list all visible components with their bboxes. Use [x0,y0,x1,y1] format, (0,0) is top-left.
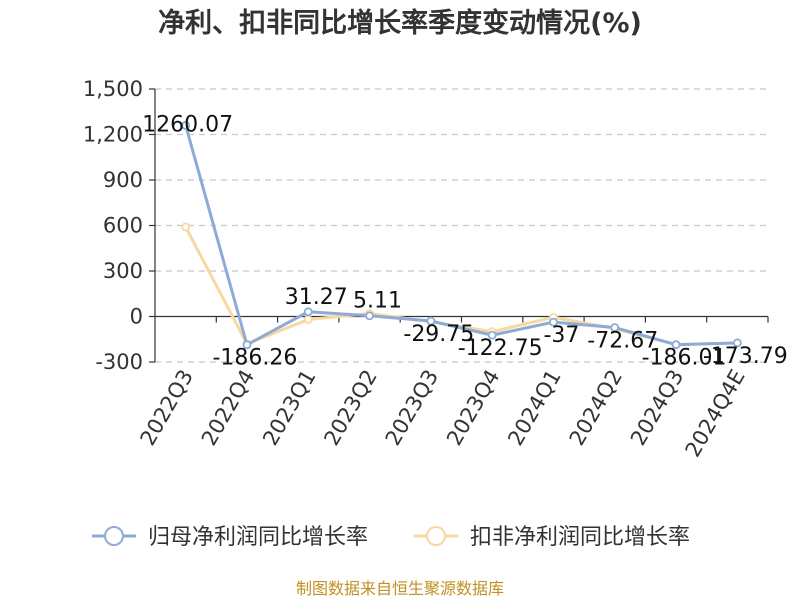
x-tick-label: 2023Q1 [258,366,320,450]
series-line [184,124,738,347]
x-tick-label: 2024Q2 [565,366,627,450]
legend-marker [104,526,124,546]
series-group [181,120,742,350]
x-tick-label: 2022Q4 [197,366,259,450]
data-label: -186.01 [642,346,727,371]
data-label: -122.75 [458,336,543,361]
chart-title: 净利、扣非同比增长率季度变动情况(%) [158,7,642,39]
x-tick-label: 2024Q1 [503,366,565,450]
data-point [671,340,681,350]
y-tick-label: -300 [95,350,143,374]
data-label: 31.27 [285,285,348,310]
x-tick-label: 2023Q3 [381,365,443,449]
data-label: -37 [543,323,579,348]
data-label: -72.67 [587,329,658,354]
legend-marker [426,526,446,546]
data-label: 5.11 [353,289,402,314]
y-tick-label: 600 [103,214,143,238]
y-tick-label: 1,200 [83,123,143,147]
data-point [487,330,497,340]
data-point [242,340,252,350]
data-point [181,120,191,130]
data-label: 1260.07 [142,112,233,137]
legend-label: 归母净利润同比增长率 [148,525,368,550]
data-point [732,338,742,348]
data-point [303,315,313,324]
data-point [426,316,436,326]
y-tick-label: 300 [103,259,143,283]
data-point [303,307,313,317]
x-tick-label: 2024Q4E [681,366,750,462]
source-note: 制图数据来自恒生聚源数据库 [296,579,504,598]
legend: 归母净利润同比增长率 扣非净利润同比增长率 [92,525,690,550]
legend-label: 扣非净利润同比增长率 [470,525,690,550]
y-tick-label: 0 [130,305,143,329]
data-label: -173.79 [703,344,788,369]
data-point [365,311,374,321]
data-label: -186.26 [212,346,297,371]
data-point [549,317,558,327]
x-tick-label: 2022Q3 [136,366,198,450]
x-tick-label: 2024Q3 [626,366,688,450]
data-label: -29.75 [403,322,474,347]
x-tick-label: 2023Q4 [442,366,504,450]
y-tick-label: 900 [103,168,143,192]
data-point [610,323,620,332]
data-point [181,222,191,232]
y-tick-label: 1,500 [83,77,143,101]
x-tick-label: 2023Q2 [319,366,381,450]
gridlines [155,88,768,363]
y-axis-ticks: 1,500 1,200 900 600 300 0 -300 [83,77,155,374]
